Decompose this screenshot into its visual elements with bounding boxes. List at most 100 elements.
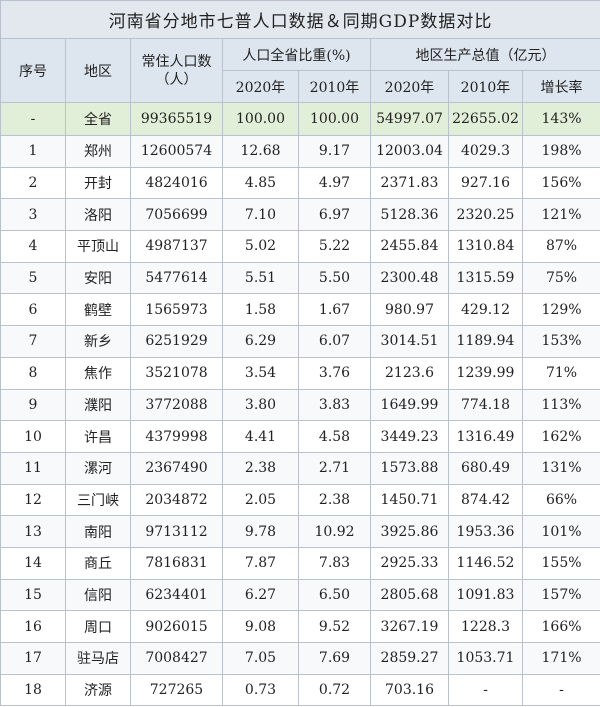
table-cell: 155%	[521, 546, 600, 580]
table-cell: 3521078	[130, 356, 223, 390]
table-cell: 121%	[521, 198, 600, 232]
table-row: 1 郑州 12600574 12.68 9.17 12003.04 4029.3 198%	[0, 135, 600, 168]
table-cell: 1573.88	[370, 451, 449, 485]
table-cell: 3925.86	[370, 515, 449, 548]
table-cell: 7056699	[130, 198, 223, 232]
table-cell: 16	[0, 610, 66, 643]
table-cell: 71%	[521, 356, 600, 390]
table-cell: 鹤壁	[65, 293, 131, 327]
table-cell: 驻马店	[65, 642, 131, 675]
table-cell: 5128.36	[370, 198, 449, 232]
header-cell: 2020年	[222, 70, 299, 103]
table-cell: 143%	[521, 102, 600, 136]
table-cell: 南阳	[65, 515, 131, 548]
table-cell: 6.97	[298, 198, 371, 232]
table-cell: 3014.51	[370, 325, 449, 358]
table-row: 18 济源 727265 0.73 0.72 703.16- -	[0, 673, 600, 707]
header-cell: 2020年	[370, 70, 449, 103]
table-cell: 3.76	[298, 356, 371, 390]
table-cell: 9713112	[130, 515, 223, 548]
table-cell: 1228.3	[448, 610, 523, 643]
table-cell: 14	[0, 546, 66, 580]
table-cell: 66%	[521, 483, 600, 517]
table-cell: 信阳	[65, 578, 131, 612]
table-cell: 874.42	[448, 483, 523, 517]
table-cell: 7.69	[298, 642, 371, 675]
table-cell: 2.38	[298, 483, 371, 517]
title-row: 河南省分地市七普人口数据＆同期GDP数据对比	[0, 0, 600, 39]
table-cell: 166%	[521, 610, 600, 643]
table-cell: 7.10	[222, 198, 299, 232]
table-cell: 2	[0, 166, 66, 200]
table-cell: 3449.23	[370, 420, 449, 453]
table-cell: 54997.07	[370, 102, 449, 136]
table-cell: 2367490	[130, 451, 223, 485]
table-row: 16 周口 9026015 9.08 9.52 3267.19 1228.3 166%	[0, 610, 600, 643]
table-cell: 9.17	[298, 135, 371, 168]
table-cell: 9.78	[222, 515, 299, 548]
table-cell: 3.80	[222, 388, 299, 422]
table-cell: 新乡	[65, 325, 131, 358]
table-row: 12 三门峡 2034872 2.05 2.38 1450.71 874.42 66%	[0, 483, 600, 517]
table-cell: 18	[0, 673, 66, 707]
table-cell: 6251929	[130, 325, 223, 358]
table-cell: 2320.25	[448, 198, 523, 232]
table-cell: 2.71	[298, 451, 371, 485]
table-cell: 1	[0, 135, 66, 168]
header-cell: 2010年	[448, 70, 523, 103]
table-cell: 6.07	[298, 325, 371, 358]
table-cell: 2.05	[222, 483, 299, 517]
table-cell: 5.02	[222, 230, 299, 263]
table-cell: 156%	[521, 166, 600, 200]
header-cell: 常住人口数（人）	[130, 38, 223, 103]
table-cell: -	[448, 673, 523, 707]
table-cell: 12003.04	[370, 135, 449, 168]
table-cell: 75%	[521, 261, 600, 295]
table-cell: 9026015	[130, 610, 223, 643]
table-row: 6 鹤壁 1565973 1.58 1.67 980.97 429.12 129%	[0, 293, 600, 327]
table-cell: 198%	[521, 135, 600, 168]
table-cell: 429.12	[448, 293, 523, 327]
table-cell: 100.00	[222, 102, 299, 136]
table-cell: 6.29	[222, 325, 299, 358]
table-cell: 4379998	[130, 420, 223, 453]
table-row: 7 新乡 6251929 6.29 6.07 3014.51 1189.94 153%	[0, 325, 600, 358]
table-cell: 4	[0, 230, 66, 263]
table-row: 11 漯河 2367490 2.38 2.71 1573.88 680.49 131%	[0, 451, 600, 485]
table-cell: 3	[0, 198, 66, 232]
header-cell: 2010年	[298, 70, 371, 103]
table-cell: 2034872	[130, 483, 223, 517]
table-cell: 1316.49	[448, 420, 523, 453]
table-cell: 焦作	[65, 356, 131, 390]
table-cell: 9	[0, 388, 66, 422]
table-cell: 162%	[521, 420, 600, 453]
table-cell: 17	[0, 642, 66, 675]
table-cell: -	[521, 673, 600, 707]
table-row: 2 开封 4824016 4.85 4.97 2371.83 927.16 156%	[0, 166, 600, 200]
table-cell: 1.67	[298, 293, 371, 327]
table-cell: 7.87	[222, 546, 299, 580]
table-cell: 131%	[521, 451, 600, 485]
table-cell: 6.50	[298, 578, 371, 612]
table-cell: 1649.99	[370, 388, 449, 422]
table-cell: 0.72	[298, 673, 371, 707]
table-cell: 三门峡	[65, 483, 131, 517]
table-row: 3 洛阳 7056699 7.10 6.97 5128.36 2320.25 121%	[0, 198, 600, 232]
table-cell: 商丘	[65, 546, 131, 580]
table-cell: 774.18	[448, 388, 523, 422]
table-cell: 4.97	[298, 166, 371, 200]
header-cell: 地区	[65, 38, 131, 103]
table-cell: 7008427	[130, 642, 223, 675]
table-cell: 4824016	[130, 166, 223, 200]
table-row: 5 安阳 5477614 5.51 5.50 2300.48 1315.59 75%	[0, 261, 600, 295]
total-row: - 全省 99365519 100.00 100.00 54997.07 22655.02 1…	[0, 102, 600, 136]
table-row: 10 许昌 4379998 4.41 4.58 3449.23 1316.49 162%	[0, 420, 600, 453]
table-cell: 7	[0, 325, 66, 358]
table-cell: 7816831	[130, 546, 223, 580]
header-cell: 序号	[0, 38, 66, 103]
table-cell: 10	[0, 420, 66, 453]
table-cell: 濮阳	[65, 388, 131, 422]
table-cell: 1315.59	[448, 261, 523, 295]
table-cell: 2371.83	[370, 166, 449, 200]
header-row: 2020年 2010年 2020年 2010年 增长率	[1, 70, 600, 103]
